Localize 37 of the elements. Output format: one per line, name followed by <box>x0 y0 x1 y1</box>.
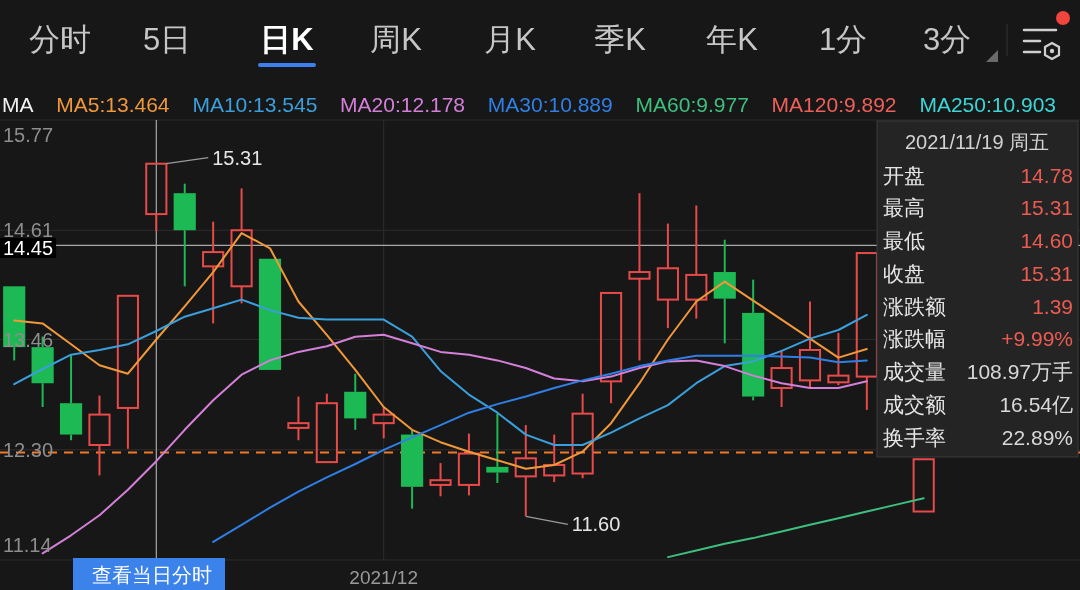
annotation: 最低 <box>883 229 925 252</box>
annotation: 15.31 <box>212 146 263 169</box>
tab-label: 月K <box>484 22 536 57</box>
annotation: 成交额 <box>883 392 946 416</box>
tab-label: 3分 <box>922 22 972 57</box>
annotation: 开盘 <box>883 163 925 187</box>
annotation: 涨跌幅 <box>883 327 946 351</box>
annotation: 14.60 <box>1020 229 1073 252</box>
annotation: 15.31 <box>1020 261 1073 285</box>
tab-label: 周K <box>370 22 422 57</box>
annotation: 14.78 <box>1020 163 1073 187</box>
annotation: 15.31 <box>1020 196 1073 220</box>
annotation: 涨跌额 <box>883 294 946 318</box>
y-tick-label: 15.77 <box>3 124 54 146</box>
annotation: 收盘 <box>883 261 925 285</box>
legend: MA MA5:13.464 MA10:13.545 MA20:12.178 MA30:10.889 MA60:9.977 MA120:9.892 MA250:10.903 <box>2 93 1056 116</box>
annotation: 2021/11/19 周五 <box>904 131 1050 153</box>
y-tick-label: 12.30 <box>3 438 54 461</box>
annotation: 换手率 <box>883 425 946 449</box>
annotation: 1.39 <box>1032 294 1073 318</box>
annotation: 最高 <box>883 196 925 220</box>
tab-label: 季K <box>594 22 646 57</box>
annotation: 16.54亿 <box>999 392 1073 416</box>
annotation: 22.89% <box>1001 425 1073 449</box>
tab-label: 1分 <box>818 22 868 57</box>
crosshair-label: 14.45 <box>0 236 57 259</box>
y-tick-label: 11.14 <box>3 534 52 556</box>
annotation: 108.97万手 <box>966 360 1073 383</box>
annotation: 11.60 <box>571 513 621 536</box>
button-intraday: 查看当日分时 <box>73 558 225 590</box>
x-tick-label: 2021/12 <box>349 567 419 588</box>
tab-label: 分时 <box>29 22 91 57</box>
annotation: 成交量 <box>883 360 946 383</box>
tab-selected: 日K <box>258 22 316 67</box>
tab-label: 年K <box>706 22 758 57</box>
tab-label: 5日 <box>142 22 192 57</box>
annotation: +9.99% <box>1001 327 1073 351</box>
